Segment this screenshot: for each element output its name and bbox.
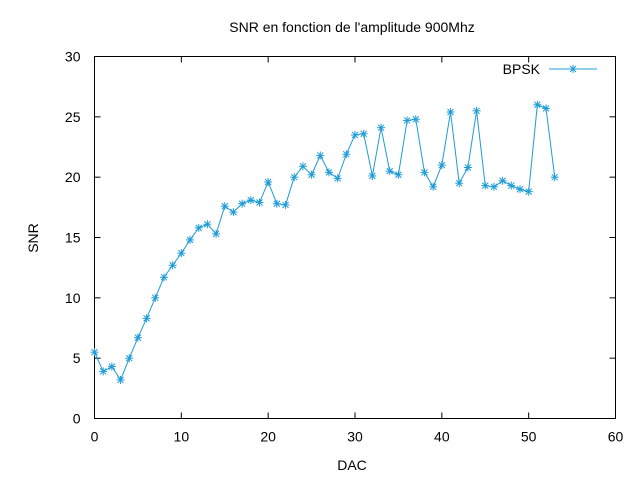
x-tick-label: 0	[91, 429, 99, 445]
legend-label-bpsk: BPSK	[503, 61, 541, 77]
y-tick-label: 25	[65, 109, 81, 125]
data-point	[472, 106, 481, 115]
data-point	[290, 173, 299, 182]
data-point	[359, 129, 368, 138]
data-point	[411, 115, 420, 124]
data-point	[168, 261, 177, 270]
data-point	[515, 185, 524, 194]
data-point	[394, 170, 403, 179]
data-point	[377, 123, 386, 132]
x-tick-label: 50	[521, 429, 537, 445]
data-point	[264, 177, 273, 186]
y-tick-label: 10	[65, 290, 81, 306]
data-point	[229, 208, 238, 217]
data-point	[481, 181, 490, 190]
data-point	[255, 198, 264, 207]
data-point	[246, 196, 255, 205]
data-point	[99, 367, 108, 376]
data-point	[351, 130, 359, 139]
y-tick-label: 5	[73, 350, 81, 366]
data-point	[212, 229, 221, 238]
data-point	[420, 168, 429, 177]
y-tick-label: 20	[65, 169, 81, 185]
data-point	[498, 176, 507, 185]
data-point	[203, 220, 212, 229]
x-axis-label: DAC	[337, 457, 367, 473]
data-point	[342, 150, 351, 159]
data-point	[489, 182, 498, 191]
data-point	[194, 223, 203, 232]
y-tick-label: 30	[65, 49, 81, 65]
chart-title: SNR en fonction de l'amplitude 900Mhz	[229, 19, 474, 35]
data-point	[151, 293, 160, 302]
data-point	[220, 202, 229, 211]
data-point	[324, 168, 333, 177]
data-point	[455, 179, 464, 188]
legend-marker-bpsk	[569, 65, 577, 73]
data-point	[403, 116, 412, 125]
data-point	[177, 249, 186, 258]
data-point	[507, 181, 516, 190]
data-point	[107, 362, 116, 371]
series-line-bpsk	[94, 104, 556, 381]
data-point	[272, 199, 281, 208]
x-tick-label: 10	[174, 429, 190, 445]
data-point	[446, 108, 455, 117]
legend: BPSK	[503, 61, 597, 77]
data-point	[281, 200, 290, 209]
x-tick-label: 30	[347, 429, 363, 445]
data-point	[90, 348, 99, 357]
x-tick-label: 20	[260, 429, 276, 445]
axis-ticks: 0 10 20 30 40 50 60 0 5 10 15 20 25 30	[65, 49, 624, 445]
plot-frame	[94, 56, 616, 419]
data-point	[133, 333, 142, 342]
data-point	[125, 354, 134, 363]
data-point	[142, 314, 151, 323]
x-tick-label: 40	[434, 429, 450, 445]
data-point	[533, 100, 542, 109]
data-point	[333, 174, 342, 183]
data-point	[159, 273, 168, 282]
data-point	[116, 375, 125, 384]
data-point	[385, 167, 394, 176]
data-point	[550, 173, 559, 182]
data-point	[524, 187, 533, 196]
data-point	[316, 151, 325, 160]
data-point	[186, 235, 195, 244]
y-axis-label: SNR	[25, 223, 41, 253]
data-point	[437, 161, 446, 170]
data-point	[368, 171, 377, 180]
data-point	[238, 199, 247, 208]
x-tick-label: 60	[608, 429, 624, 445]
data-point	[542, 104, 551, 113]
y-tick-label: 15	[65, 230, 81, 246]
y-tick-label: 0	[73, 411, 81, 427]
series-layer	[90, 100, 559, 384]
data-point	[298, 162, 307, 171]
data-point	[429, 182, 438, 191]
data-point	[307, 170, 316, 179]
data-point	[463, 163, 472, 172]
